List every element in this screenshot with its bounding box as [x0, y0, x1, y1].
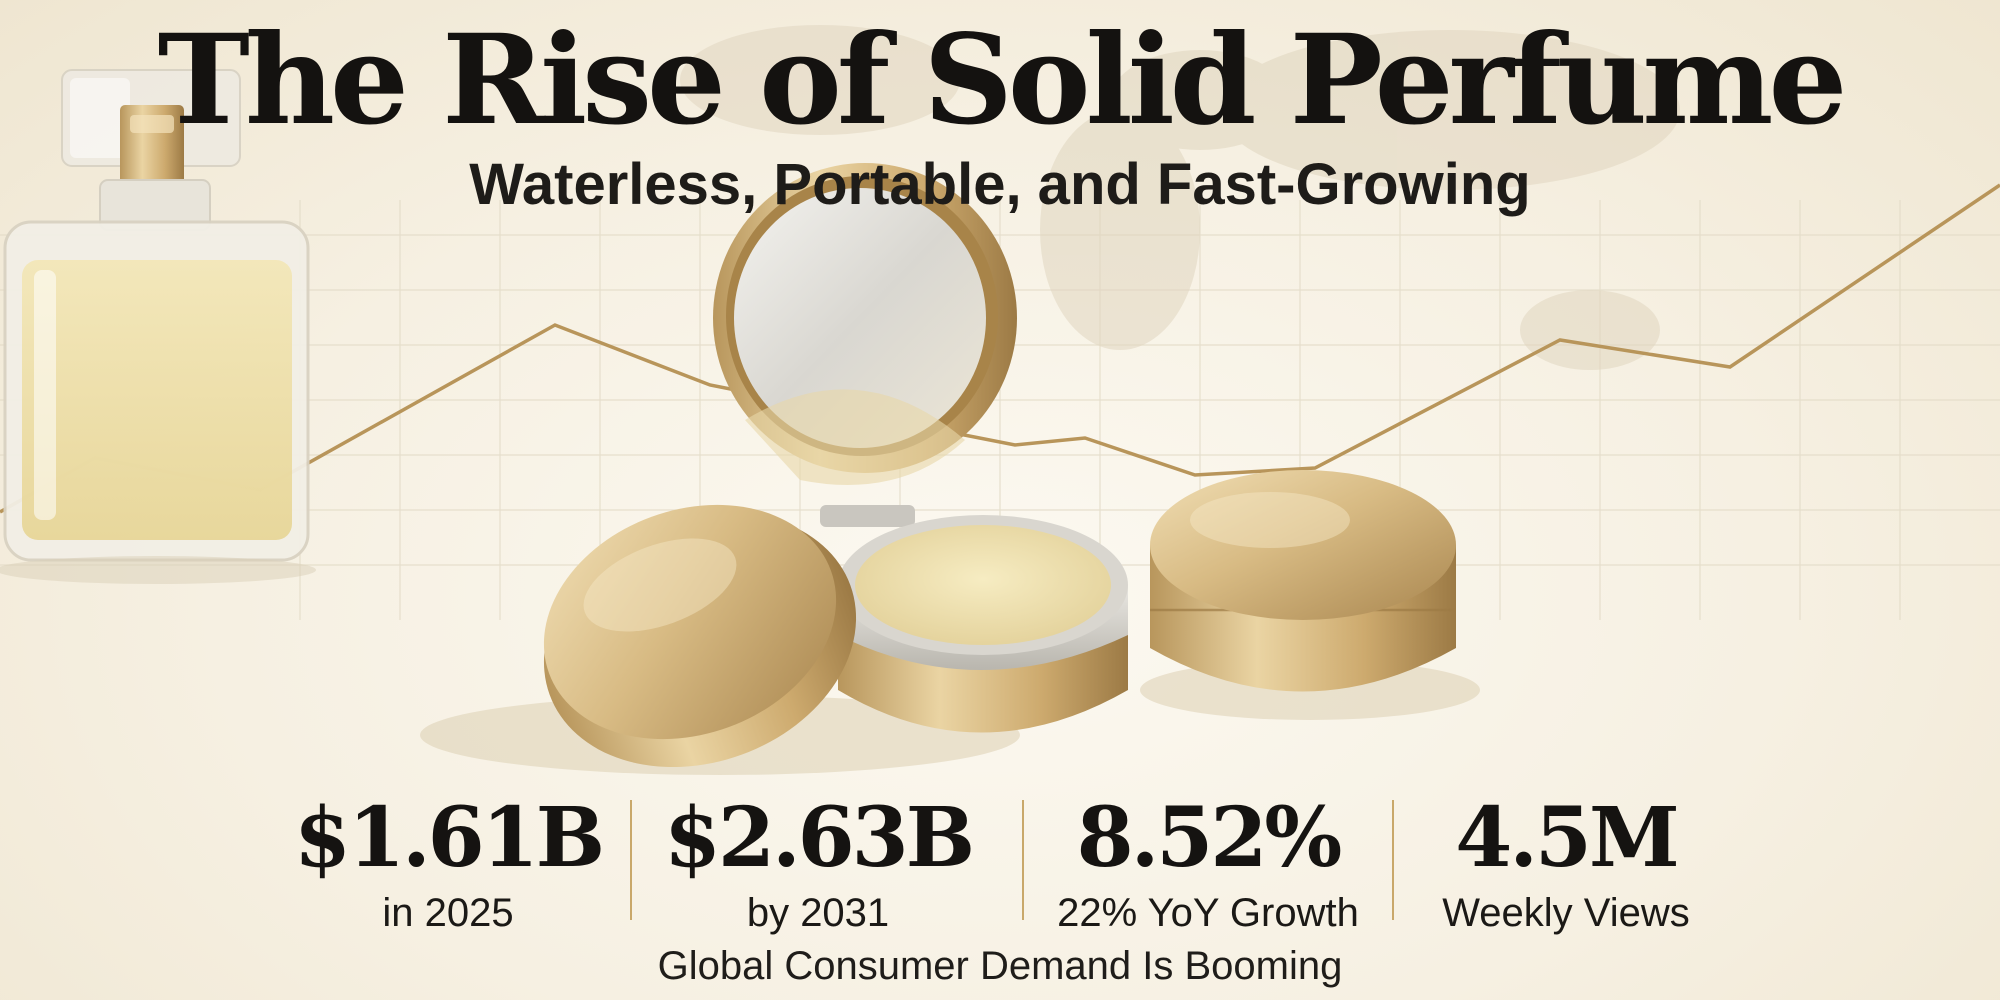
page-title: The Rise of Solid Perfume — [157, 8, 1848, 153]
stat-value: 8.52% — [1076, 790, 1343, 886]
stat-growth-rate: 8.52% 22% YoY Growth — [1018, 790, 1398, 938]
page-subtitle: Waterless, Portable, and Fast-Growing — [469, 152, 1531, 217]
stat-divider — [1392, 800, 1394, 920]
stat-value: $1.61B — [293, 790, 605, 886]
stat-value: $2.63B — [663, 790, 975, 886]
stat-divider — [630, 800, 632, 920]
tin-lid-image — [543, 504, 857, 768]
stat-value: 4.5M — [1455, 790, 1679, 886]
stat-weekly-views: 4.5M Weekly Views — [1376, 790, 1756, 938]
stat-label: Weekly Views — [1442, 891, 1690, 935]
stat-divider — [1022, 800, 1024, 920]
stat-market-2031: $2.63B by 2031 — [628, 790, 1008, 938]
stat-market-2025: $1.61B in 2025 — [258, 790, 638, 938]
perfume-bottle-image — [0, 69, 316, 584]
stat-label: 22% YoY Growth — [1057, 891, 1359, 935]
open-compact-tin-image — [713, 163, 1128, 733]
stat-label: by 2031 — [746, 891, 890, 935]
closed-tin-image — [1150, 470, 1456, 692]
footer-tagline: Global Consumer Demand Is Booming — [657, 944, 1343, 988]
stat-label: in 2025 — [382, 891, 514, 935]
